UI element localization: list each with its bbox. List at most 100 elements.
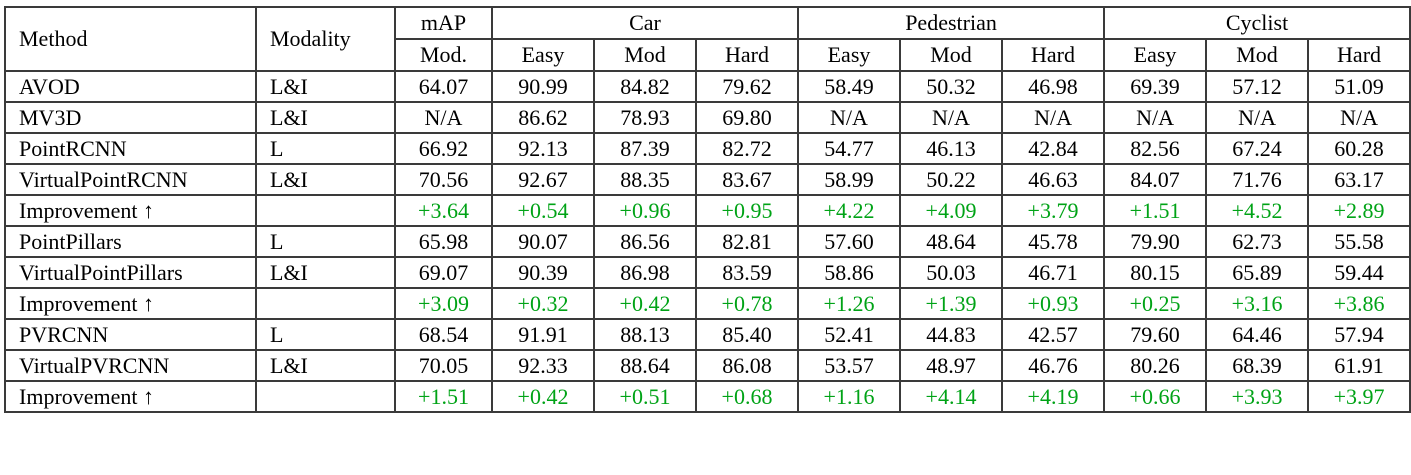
table-row: PointPillars L 65.98 90.07 86.56 82.81 57.60 48…: [4, 225, 1411, 258]
modality-cell: L&I: [255, 256, 396, 289]
value-cell: 66.92: [394, 132, 493, 165]
value-cell: 46.98: [1000, 70, 1106, 103]
value-cell: +1.26: [797, 287, 901, 320]
value-cell: 52.41: [797, 318, 901, 351]
value-cell: 88.13: [593, 318, 697, 351]
value-cell: 45.78: [1000, 225, 1106, 258]
value-cell: 70.56: [394, 163, 493, 196]
value-cell: 70.05: [394, 349, 493, 382]
value-cell: 67.24: [1205, 132, 1310, 165]
modality-cell: L: [255, 132, 396, 165]
value-cell: 87.39: [593, 132, 697, 165]
value-cell: +4.22: [797, 194, 901, 227]
value-cell: 86.62: [491, 101, 595, 134]
table-row: Improvement ↑ +1.51 +0.42 +0.51 +0.68 +1.16 +4…: [4, 380, 1411, 413]
value-cell: 92.13: [491, 132, 595, 165]
value-cell: 65.98: [394, 225, 493, 258]
value-cell: 50.03: [899, 256, 1003, 289]
method-cell: PointRCNN: [4, 132, 257, 165]
subcol-header-cyclist-mod: Mod: [1205, 38, 1310, 72]
value-cell: 82.56: [1103, 132, 1208, 165]
results-table: Method Modality mAP Car Pedestrian Cycli…: [4, 6, 1411, 413]
value-cell: 44.83: [899, 318, 1003, 351]
method-cell: VirtualPointPillars: [4, 256, 257, 289]
value-cell: +3.86: [1307, 287, 1411, 320]
value-cell: +0.51: [593, 380, 697, 413]
value-cell: +0.32: [491, 287, 595, 320]
modality-cell: L&I: [255, 70, 396, 103]
method-cell: Improvement ↑: [4, 287, 257, 320]
value-cell: +3.09: [394, 287, 493, 320]
value-cell: 63.17: [1307, 163, 1411, 196]
value-cell: N/A: [1000, 101, 1106, 134]
value-cell: 69.39: [1103, 70, 1208, 103]
value-cell: +1.16: [797, 380, 901, 413]
value-cell: 46.71: [1000, 256, 1106, 289]
modality-cell: [255, 194, 396, 227]
value-cell: 46.63: [1000, 163, 1106, 196]
table-row: PointRCNN L 66.92 92.13 87.39 82.72 54.77 46.13…: [4, 132, 1411, 165]
col-header-map: mAP: [394, 6, 493, 40]
table-row: VirtualPointPillars L&I 69.07 90.39 86.98 83.…: [4, 256, 1411, 289]
value-cell: 54.77: [797, 132, 901, 165]
value-cell: 78.93: [593, 101, 697, 134]
table-row: MV3D L&I N/A 86.62 78.93 69.80 N/A N/A N/A N/A N/A…: [4, 101, 1411, 134]
value-cell: 58.49: [797, 70, 901, 103]
value-cell: 69.07: [394, 256, 493, 289]
method-cell: PVRCNN: [4, 318, 257, 351]
value-cell: 88.64: [593, 349, 697, 382]
value-cell: +4.52: [1205, 194, 1310, 227]
method-cell: AVOD: [4, 70, 257, 103]
value-cell: +0.68: [695, 380, 799, 413]
col-header-modality: Modality: [255, 6, 396, 72]
value-cell: 88.35: [593, 163, 697, 196]
modality-cell: L&I: [255, 349, 396, 382]
method-cell: Improvement ↑: [4, 194, 257, 227]
value-cell: +0.78: [695, 287, 799, 320]
table-row: Improvement ↑ +3.64 +0.54 +0.96 +0.95 +4.22 +4…: [4, 194, 1411, 227]
modality-cell: [255, 380, 396, 413]
value-cell: +3.16: [1205, 287, 1310, 320]
method-cell: PointPillars: [4, 225, 257, 258]
modality-cell: L&I: [255, 163, 396, 196]
value-cell: +4.09: [899, 194, 1003, 227]
value-cell: 46.13: [899, 132, 1003, 165]
value-cell: 46.76: [1000, 349, 1106, 382]
value-cell: +0.96: [593, 194, 697, 227]
value-cell: 53.57: [797, 349, 901, 382]
value-cell: +0.93: [1000, 287, 1106, 320]
subcol-header-pedestrian-easy: Easy: [797, 38, 901, 72]
value-cell: +0.95: [695, 194, 799, 227]
value-cell: 58.99: [797, 163, 901, 196]
value-cell: +3.93: [1205, 380, 1310, 413]
value-cell: +3.97: [1307, 380, 1411, 413]
value-cell: +2.89: [1307, 194, 1411, 227]
value-cell: 86.98: [593, 256, 697, 289]
table-body: AVOD L&I 64.07 90.99 84.82 79.62 58.49 50.32 46.…: [4, 70, 1411, 413]
value-cell: 84.07: [1103, 163, 1208, 196]
subcol-header-cyclist-easy: Easy: [1103, 38, 1208, 72]
value-cell: +1.51: [1103, 194, 1208, 227]
subcol-header-car-easy: Easy: [491, 38, 595, 72]
value-cell: 90.07: [491, 225, 595, 258]
subcol-header-pedestrian-mod: Mod: [899, 38, 1003, 72]
value-cell: 64.46: [1205, 318, 1310, 351]
value-cell: N/A: [797, 101, 901, 134]
value-cell: +1.51: [394, 380, 493, 413]
value-cell: 84.82: [593, 70, 697, 103]
value-cell: 60.28: [1307, 132, 1411, 165]
value-cell: 90.99: [491, 70, 595, 103]
value-cell: 48.64: [899, 225, 1003, 258]
value-cell: 83.59: [695, 256, 799, 289]
value-cell: 42.84: [1000, 132, 1106, 165]
table-row: Improvement ↑ +3.09 +0.32 +0.42 +0.78 +1.26 +1…: [4, 287, 1411, 320]
value-cell: 58.86: [797, 256, 901, 289]
value-cell: 57.12: [1205, 70, 1310, 103]
value-cell: N/A: [1205, 101, 1310, 134]
value-cell: 79.62: [695, 70, 799, 103]
subcol-header-car-hard: Hard: [695, 38, 799, 72]
value-cell: +3.64: [394, 194, 493, 227]
value-cell: 68.54: [394, 318, 493, 351]
value-cell: N/A: [899, 101, 1003, 134]
value-cell: 79.60: [1103, 318, 1208, 351]
